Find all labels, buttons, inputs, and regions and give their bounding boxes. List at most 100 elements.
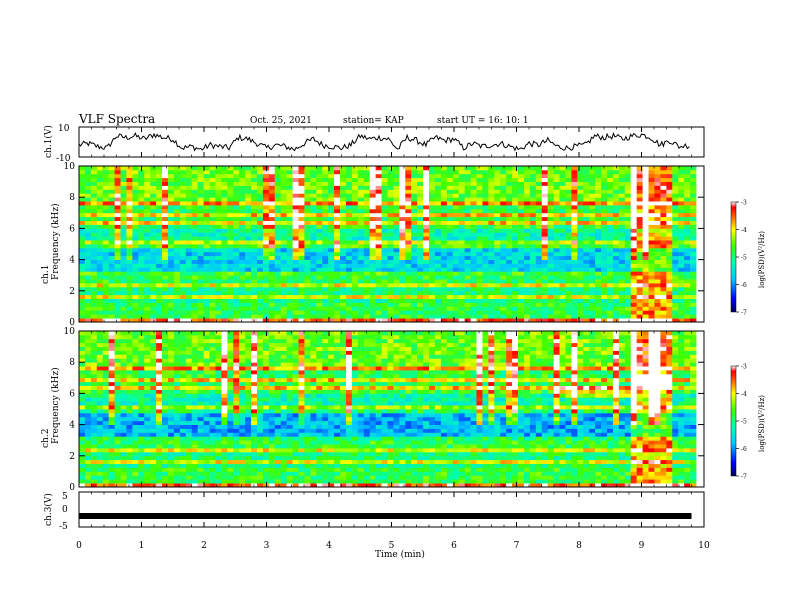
spectrogram-cell: [167, 451, 175, 457]
spectrogram-cell: [114, 358, 121, 363]
spectrogram-cell: [642, 201, 649, 206]
spectrogram-cell: [535, 169, 543, 175]
spectrogram-cell: [156, 275, 163, 280]
spectrogram-cell: [167, 377, 175, 383]
spectrogram-cell: [138, 236, 145, 241]
spectrogram-cell: [607, 220, 614, 225]
spectrogram-cell: [144, 212, 151, 218]
spectrogram-cell: [79, 436, 86, 441]
spectrogram-cell: [571, 290, 578, 296]
spectrogram-cell: [387, 193, 394, 198]
spectrogram-cell: [256, 271, 264, 276]
spectrogram-cell: [488, 240, 495, 245]
spectrogram-cell: [138, 471, 145, 476]
spectrogram-cell: [547, 181, 555, 186]
spectrogram-cell: [470, 247, 477, 253]
spectrogram-cell: [167, 244, 175, 249]
spectrogram-cell: [666, 205, 673, 210]
spectrogram-cell: [589, 185, 596, 190]
spectrogram-cell: [286, 294, 293, 299]
spectrogram-cell: [84, 362, 92, 367]
spectrogram-cell: [173, 432, 181, 437]
spectrogram-cell: [423, 314, 430, 319]
spectrogram-cell: [79, 197, 86, 202]
spectrogram-cell: [84, 467, 92, 472]
spectrogram-cell: [90, 444, 98, 449]
spectrogram-cell: [185, 177, 193, 182]
spectrogram-cell: [280, 208, 288, 214]
spectrogram-cell: [684, 185, 691, 190]
spectrogram-cell: [672, 318, 679, 323]
spectrogram-cell: [393, 255, 400, 260]
spectrogram-cell: [369, 185, 377, 190]
spectrogram-cell: [90, 475, 98, 480]
spectrogram-cell: [167, 197, 175, 202]
spectrogram-cell: [221, 259, 228, 264]
spectrogram-cell: [553, 236, 560, 241]
spectrogram-cell: [162, 279, 169, 284]
spectrogram-cell: [405, 298, 412, 303]
spectrogram-cell: [405, 216, 412, 221]
spectrogram-cell: [156, 283, 163, 288]
spectrogram-cell: [221, 216, 228, 221]
spectrogram-cell: [423, 236, 430, 241]
spectrogram-cell: [523, 216, 531, 221]
spectrogram-cell: [274, 314, 282, 319]
spectrogram-cell: [411, 232, 418, 237]
spectrogram-cell: [262, 251, 270, 257]
spectrogram-cell: [233, 212, 240, 218]
spectrogram-cell: [547, 201, 555, 206]
spectrogram-cell: [488, 247, 495, 253]
spectrogram-cell: [488, 185, 495, 190]
spectrogram-cell: [233, 290, 240, 296]
spectrogram-cell: [280, 279, 288, 284]
spectrogram-cell: [274, 232, 282, 237]
spectrogram-cell: [565, 267, 572, 272]
spectrogram-cell: [114, 251, 121, 257]
spectrogram-cell: [138, 290, 145, 296]
spectrogram-cell: [494, 189, 501, 194]
spectrogram-cell: [227, 177, 234, 182]
spectrogram-cell: [589, 286, 596, 292]
spectrogram-cell: [132, 205, 139, 210]
spectrogram-cell: [357, 208, 365, 214]
spectrogram-cell: [666, 208, 673, 214]
spectrogram-cell: [642, 310, 649, 315]
spectrogram-cell: [90, 290, 98, 296]
spectrogram-cell: [351, 259, 359, 264]
spectrogram-cell: [150, 389, 157, 394]
spectrogram-cell: [357, 247, 365, 253]
spectrogram-cell: [90, 212, 98, 218]
spectrogram-cell: [90, 451, 98, 457]
spectrogram-cell: [571, 220, 578, 225]
spectrogram-cell: [488, 208, 495, 214]
spectrogram-cell: [84, 409, 92, 414]
spectrogram-cell: [96, 220, 104, 225]
spectrogram-cell: [559, 283, 566, 288]
spectrogram-cell: [357, 201, 365, 206]
spectrogram-cell: [571, 302, 578, 307]
spectrogram-cell: [298, 275, 305, 280]
spectrogram-cell: [156, 294, 163, 299]
spectrogram-cell: [369, 306, 377, 311]
spectrogram-cell: [167, 405, 175, 410]
spectrogram-cell: [114, 306, 121, 311]
spectrogram-cell: [666, 259, 673, 264]
spectrogram-cell: [120, 216, 127, 221]
spectrogram-cell: [120, 420, 127, 425]
spectrogram-cell: [440, 224, 448, 229]
spectrogram-cell: [363, 314, 371, 319]
spectrogram-cell: [179, 331, 187, 336]
spectrogram-cell: [144, 294, 151, 299]
spectrogram-cell: [411, 251, 418, 257]
spectrogram-cell: [535, 267, 543, 272]
spectrogram-cell: [636, 185, 643, 190]
spectrogram-cell: [286, 244, 293, 249]
spectrogram-cell: [423, 306, 430, 311]
spectrogram-cell: [535, 189, 543, 194]
spectrogram-cell: [144, 279, 151, 284]
spectrogram-cell: [138, 208, 145, 214]
spectrogram-cell: [209, 228, 216, 233]
spectrogram-cell: [678, 166, 685, 171]
spectrogram-cell: [179, 451, 187, 457]
